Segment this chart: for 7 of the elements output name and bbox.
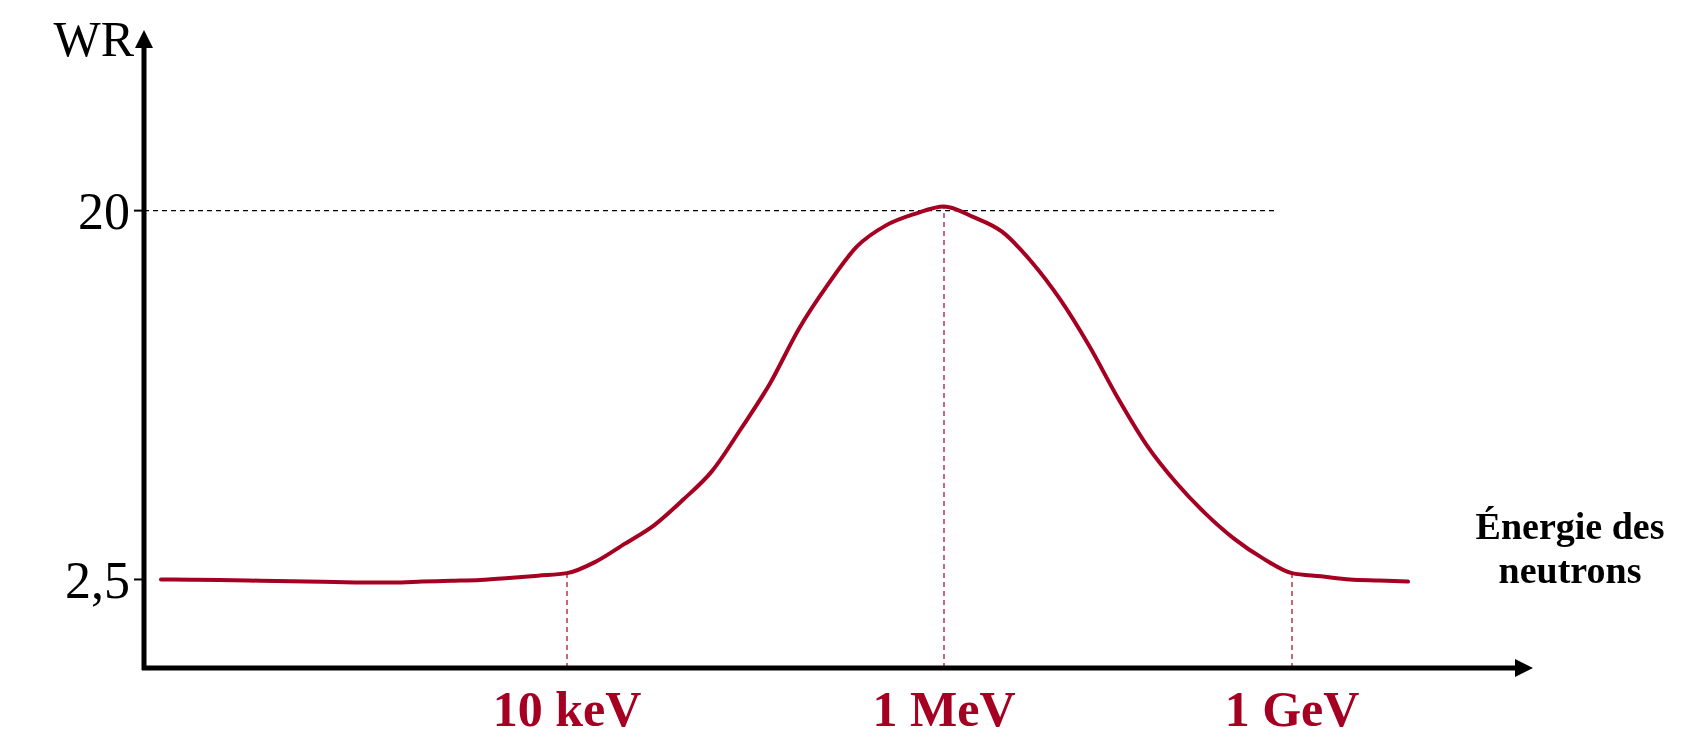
x-axis-title: Énergie des neutrons — [1475, 505, 1665, 592]
y-tick-label: 2,5 — [65, 551, 130, 609]
y-axis-title: WR — [53, 11, 135, 67]
x-tick-label: 1 MeV — [872, 681, 1016, 737]
x-tick-label: 10 keV — [492, 681, 642, 737]
y-tick-label: 20 — [78, 182, 130, 240]
x-tick-label: 1 GeV — [1224, 681, 1360, 737]
